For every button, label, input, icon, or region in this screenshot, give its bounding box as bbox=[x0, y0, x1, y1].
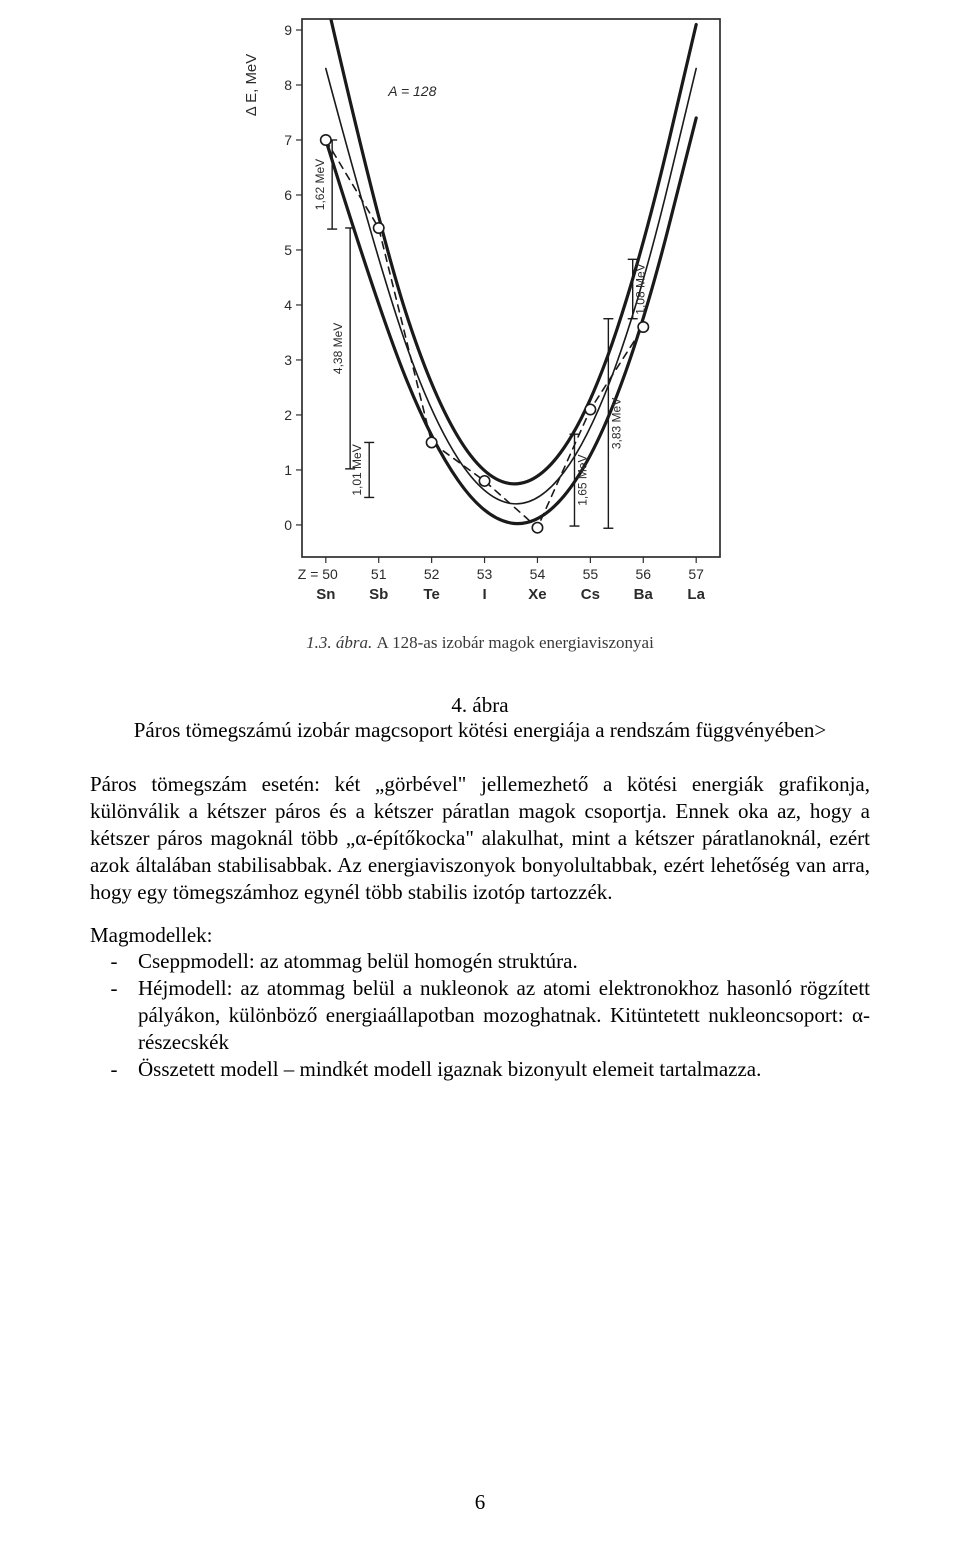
svg-text:6: 6 bbox=[284, 187, 292, 203]
svg-text:5: 5 bbox=[284, 242, 292, 258]
svg-text:8: 8 bbox=[284, 77, 292, 93]
svg-text:Xe: Xe bbox=[528, 586, 546, 603]
list-item: -Összetett modell – mindkét modell igazn… bbox=[90, 1056, 870, 1083]
scanned-figure-caption: 1.3. ábra. A 128-as izobár magok energia… bbox=[90, 633, 870, 653]
svg-text:Te: Te bbox=[423, 586, 439, 603]
svg-text:A = 128: A = 128 bbox=[387, 83, 436, 99]
svg-text:7: 7 bbox=[284, 132, 292, 148]
list-item-text: Héjmodell: az atommag belül a nukleonok … bbox=[138, 975, 870, 1056]
scanned-caption-prefix: 1.3. ábra. bbox=[306, 633, 372, 652]
svg-text:9: 9 bbox=[284, 22, 292, 38]
svg-text:4: 4 bbox=[284, 297, 292, 313]
svg-text:56: 56 bbox=[635, 566, 651, 582]
page-number: 6 bbox=[0, 1490, 960, 1515]
svg-text:La: La bbox=[687, 586, 705, 603]
list-item: -Héjmodell: az atommag belül a nukleonok… bbox=[90, 975, 870, 1056]
isobar-energy-chart: 0123456789Δ E, MeVZ = 50Sn51Sb52Te53I54X… bbox=[210, 0, 750, 623]
list-item: -Cseppmodell: az atommag belül homogén s… bbox=[90, 948, 870, 975]
list-item-text: Összetett modell – mindkét modell igazna… bbox=[138, 1056, 870, 1083]
svg-text:3: 3 bbox=[284, 352, 292, 368]
svg-text:1,08 MeV: 1,08 MeV bbox=[634, 263, 648, 314]
body-paragraph: Páros tömegszám esetén: két „görbével" j… bbox=[90, 771, 870, 905]
bullet-dash-icon: - bbox=[90, 975, 138, 1002]
svg-text:0: 0 bbox=[284, 517, 292, 533]
figure-subtitle: Páros tömegszámú izobár magcsoport kötés… bbox=[90, 718, 870, 743]
svg-text:2: 2 bbox=[284, 407, 292, 423]
figure-title: 4. ábra bbox=[90, 693, 870, 718]
svg-text:Cs: Cs bbox=[581, 586, 600, 603]
models-list: -Cseppmodell: az atommag belül homogén s… bbox=[90, 948, 870, 1082]
svg-text:4,38 MeV: 4,38 MeV bbox=[331, 323, 345, 374]
svg-text:1: 1 bbox=[284, 462, 292, 478]
bullet-dash-icon: - bbox=[90, 1056, 138, 1083]
svg-text:Sb: Sb bbox=[369, 586, 388, 603]
svg-text:57: 57 bbox=[688, 566, 704, 582]
svg-text:Z = 50: Z = 50 bbox=[298, 566, 338, 582]
svg-text:1,62 MeV: 1,62 MeV bbox=[313, 159, 327, 210]
svg-text:1,01 MeV: 1,01 MeV bbox=[350, 444, 364, 495]
svg-text:3,83 MeV: 3,83 MeV bbox=[609, 398, 623, 449]
svg-text:Sn: Sn bbox=[316, 586, 335, 603]
svg-text:54: 54 bbox=[530, 566, 546, 582]
svg-text:55: 55 bbox=[583, 566, 599, 582]
list-item-text: Cseppmodell: az atommag belül homogén st… bbox=[138, 948, 870, 975]
svg-text:I: I bbox=[482, 586, 486, 603]
svg-text:Ba: Ba bbox=[634, 586, 654, 603]
svg-text:Δ E, MeV: Δ E, MeV bbox=[243, 54, 260, 117]
svg-text:51: 51 bbox=[371, 566, 387, 582]
svg-text:53: 53 bbox=[477, 566, 493, 582]
bullet-dash-icon: - bbox=[90, 948, 138, 975]
models-heading: Magmodellek: bbox=[90, 923, 870, 948]
scanned-caption-text: A 128-as izobár magok energiaviszonyai bbox=[377, 633, 654, 652]
svg-text:1,65 MeV: 1,65 MeV bbox=[575, 454, 589, 505]
svg-text:52: 52 bbox=[424, 566, 440, 582]
